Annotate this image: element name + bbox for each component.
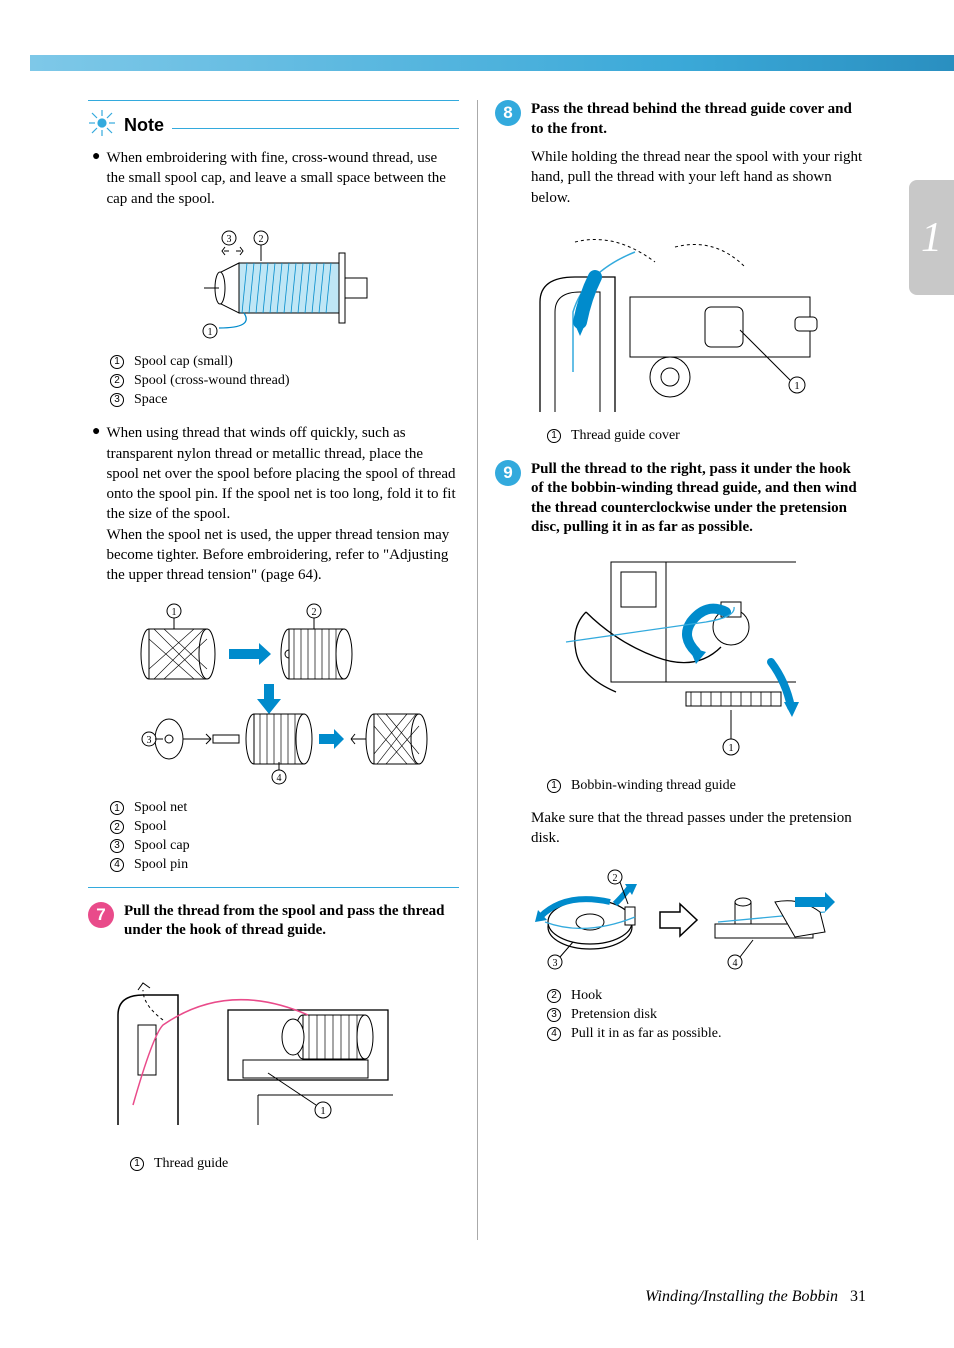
spool-net-diagram: 1 2 (88, 599, 459, 789)
legend-text: Thread guide (154, 1155, 228, 1174)
note-rule (172, 128, 459, 129)
page-footer: Winding/Installing the Bobbin 31 (645, 1288, 866, 1306)
svg-text:2: 2 (311, 607, 316, 618)
step-7-title: Pull the thread from the spool and pass … (124, 902, 459, 941)
svg-text:1: 1 (728, 742, 734, 754)
step-9-diagram-b: 2 3 4 (495, 862, 866, 977)
footer-section: Winding/Installing the Bobbin (645, 1288, 838, 1305)
svg-text:2: 2 (258, 234, 263, 245)
svg-text:1: 1 (171, 607, 176, 618)
step-8: 8 Pass the thread behind the thread guid… (495, 100, 866, 139)
svg-text:1: 1 (207, 327, 212, 338)
note-bullet-2: ● When using thread that winds off quick… (88, 423, 459, 585)
note-burst-icon (88, 109, 116, 142)
step-9-legend-b: 2Hook 3Pretension disk 4Pull it in as fa… (495, 987, 866, 1044)
footer-page-number: 31 (850, 1288, 866, 1305)
chapter-tab: 1 (909, 180, 954, 295)
legend-text: Thread guide cover (571, 427, 680, 446)
spool-cap-legend: 1Spool cap (small) 2Spool (cross-wound t… (88, 353, 459, 410)
note-bullet-2b-text: When the spool net is used, the upper th… (106, 525, 459, 586)
svg-text:4: 4 (276, 773, 281, 784)
svg-text:1: 1 (794, 380, 800, 392)
chapter-tab-number: 1 (921, 214, 942, 262)
left-column: Note ● When embroidering with fine, cros… (88, 100, 477, 1258)
spool-cap-diagram: 2 3 1 (88, 223, 459, 343)
legend-text: Spool pin (134, 856, 188, 875)
spool-net-legend: 1Spool net 2Spool 3Spool cap 4Spool pin (88, 799, 459, 875)
svg-text:3: 3 (226, 234, 231, 245)
step-9-body-2: Make sure that the thread passes under t… (495, 808, 866, 849)
note-bullet-1: ● When embroidering with fine, cross-wou… (88, 148, 459, 209)
note-box: Note ● When embroidering with fine, cros… (88, 100, 459, 888)
step-8-body: While holding the thread near the spool … (495, 147, 866, 208)
note-title: Note (124, 115, 164, 136)
step-8-diagram: 1 (495, 222, 866, 417)
step-7-diagram: 1 (88, 955, 459, 1145)
note-bullet-2a-text: When using thread that winds off quickly… (106, 423, 459, 524)
svg-text:1: 1 (320, 1105, 326, 1117)
legend-text: Spool net (134, 799, 187, 818)
legend-text: Pull it in as far as possible. (571, 1025, 722, 1044)
svg-text:4: 4 (733, 958, 738, 969)
right-column: 8 Pass the thread behind the thread guid… (477, 100, 866, 1258)
note-header: Note (88, 109, 459, 142)
step-9-title: Pull the thread to the right, pass it un… (531, 460, 866, 538)
header-band (30, 55, 954, 71)
step-7-legend: 1Thread guide (88, 1155, 459, 1174)
legend-text: Spool cap (small) (134, 353, 233, 372)
bullet-icon: ● (92, 148, 100, 209)
legend-text: Spool cap (134, 837, 190, 856)
note-bullet-1-text: When embroidering with fine, cross-wound… (106, 148, 459, 209)
bullet-icon: ● (92, 423, 100, 585)
step-8-legend: 1Thread guide cover (495, 427, 866, 446)
legend-text: Spool (134, 818, 167, 837)
legend-text: Bobbin-winding thread guide (571, 777, 736, 796)
page-columns: Note ● When embroidering with fine, cros… (88, 100, 866, 1258)
step-7: 7 Pull the thread from the spool and pas… (88, 902, 459, 941)
step-7-number: 7 (88, 902, 114, 928)
step-8-number: 8 (495, 100, 521, 126)
step-9-number: 9 (495, 460, 521, 486)
svg-text:3: 3 (553, 958, 558, 969)
legend-text: Space (134, 391, 167, 410)
step-8-title: Pass the thread behind the thread guide … (531, 100, 866, 139)
legend-text: Hook (571, 987, 602, 1006)
svg-text:2: 2 (613, 873, 618, 884)
step-9-diagram-a: 1 (495, 552, 866, 767)
step-9-legend-a: 1Bobbin-winding thread guide (495, 777, 866, 796)
legend-text: Spool (cross-wound thread) (134, 372, 290, 391)
step-9: 9 Pull the thread to the right, pass it … (495, 460, 866, 538)
svg-text:3: 3 (146, 735, 151, 746)
legend-text: Pretension disk (571, 1006, 657, 1025)
